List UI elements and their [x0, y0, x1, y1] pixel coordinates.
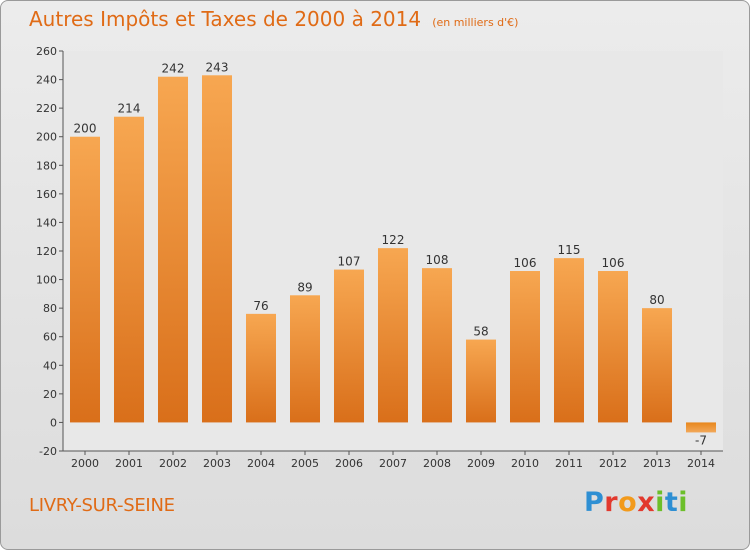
- x-tick-label: 2001: [115, 457, 143, 470]
- x-tick-label: 2010: [511, 457, 539, 470]
- data-label: 58: [473, 325, 488, 339]
- bar: [70, 136, 100, 423]
- x-tick-label: 2006: [335, 457, 363, 470]
- bar: [114, 116, 144, 423]
- bar: [510, 271, 540, 423]
- bar: [378, 248, 408, 423]
- y-tick-label: 240: [36, 74, 57, 87]
- bar: [290, 295, 320, 423]
- data-label: 243: [206, 60, 229, 74]
- data-label: 214: [118, 102, 141, 116]
- x-tick-label: 2002: [159, 457, 187, 470]
- data-label: -7: [695, 433, 707, 447]
- data-label: 115: [558, 243, 581, 257]
- data-label: 89: [297, 280, 312, 294]
- bar: [642, 308, 672, 423]
- y-tick-label: 60: [43, 331, 57, 344]
- x-tick-label: 2012: [599, 457, 627, 470]
- y-tick-label: 260: [36, 45, 57, 58]
- data-label: 122: [382, 233, 405, 247]
- y-tick-label: 100: [36, 274, 57, 287]
- y-tick-label: 180: [36, 159, 57, 172]
- x-tick-label: 2004: [247, 457, 275, 470]
- y-tick-label: -20: [39, 445, 57, 458]
- x-tick-label: 2003: [203, 457, 231, 470]
- bar: [158, 76, 188, 423]
- x-tick-label: 2014: [687, 457, 715, 470]
- y-tick-label: 220: [36, 102, 57, 115]
- data-label: 108: [426, 253, 449, 267]
- chart-title: Autres Impôts et Taxes de 2000 à 2014: [29, 7, 422, 31]
- y-tick-label: 20: [43, 388, 57, 401]
- bar: [334, 269, 364, 423]
- y-tick-label: 140: [36, 216, 57, 229]
- y-tick-label: 80: [43, 302, 57, 315]
- x-tick-label: 2009: [467, 457, 495, 470]
- data-label: 80: [649, 293, 664, 307]
- data-label: 76: [253, 299, 268, 313]
- data-label: 106: [514, 256, 537, 270]
- bar: [466, 339, 496, 423]
- data-label: 107: [338, 255, 361, 269]
- x-tick-label: 2005: [291, 457, 319, 470]
- bar: [422, 268, 452, 423]
- chart-header: Autres Impôts et Taxes de 2000 à 2014 (e…: [29, 7, 518, 31]
- y-tick-label: 200: [36, 131, 57, 144]
- y-tick-label: 40: [43, 359, 57, 372]
- y-tick-label: 160: [36, 188, 57, 201]
- x-tick-label: 2013: [643, 457, 671, 470]
- bar: [598, 271, 628, 423]
- y-tick-label: 120: [36, 245, 57, 258]
- bar: [554, 258, 584, 423]
- chart-subtitle: (en milliers d'€): [432, 16, 519, 29]
- x-tick-label: 2007: [379, 457, 407, 470]
- commune-name: LIVRY-SUR-SEINE: [29, 495, 175, 516]
- data-label: 106: [602, 256, 625, 270]
- proxiti-logo[interactable]: Proxiti: [584, 487, 689, 518]
- data-label: 200: [74, 122, 97, 136]
- bar: [202, 75, 232, 423]
- bar: [686, 422, 716, 433]
- x-tick-label: 2011: [555, 457, 583, 470]
- bar: [246, 313, 276, 423]
- x-tick-label: 2008: [423, 457, 451, 470]
- x-tick-label: 2000: [71, 457, 99, 470]
- y-tick-label: 0: [50, 416, 57, 429]
- data-label: 242: [162, 62, 185, 76]
